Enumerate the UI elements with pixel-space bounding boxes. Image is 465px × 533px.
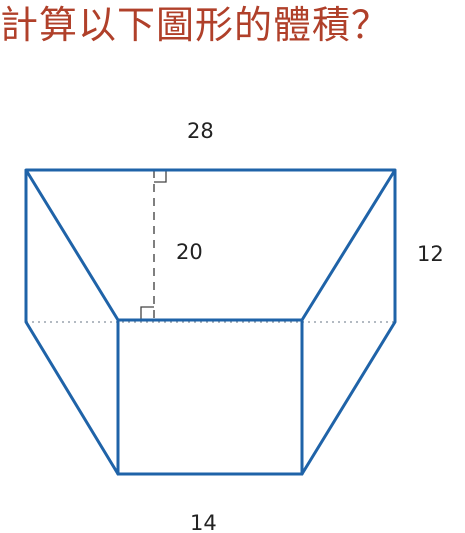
top-width-label: 28 [187,119,214,143]
bottom-width-label: 14 [190,511,217,533]
right-angle-marker-top [154,170,167,183]
right-angle-marker-bottom [140,306,154,320]
top-trapezoid-face [24,168,397,322]
front-rectangle-face [116,318,304,476]
question-title: 計算以下圖形的體積？ [0,3,391,47]
height-label: 20 [176,240,203,264]
depth-label: 12 [417,242,444,266]
